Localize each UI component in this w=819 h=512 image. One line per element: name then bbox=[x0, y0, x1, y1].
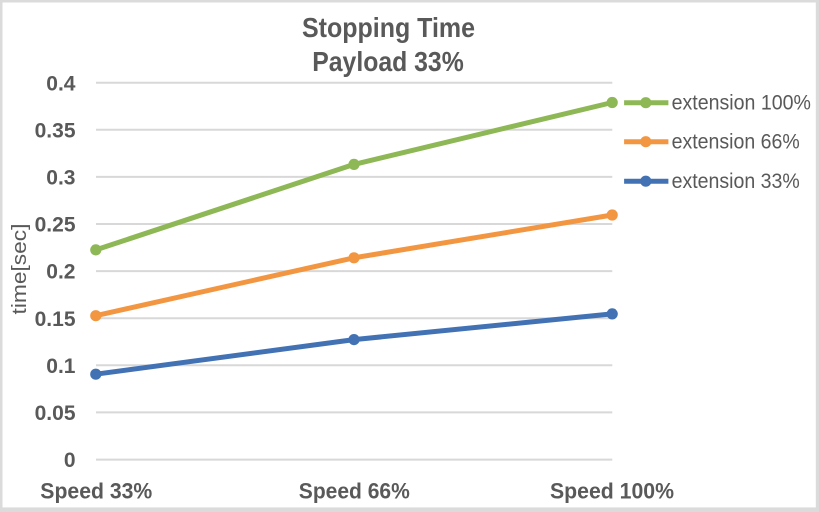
svg-text:0.1: 0.1 bbox=[46, 355, 76, 378]
svg-text:0.2: 0.2 bbox=[46, 261, 75, 284]
svg-text:0: 0 bbox=[64, 449, 76, 472]
svg-text:0.4: 0.4 bbox=[46, 72, 76, 95]
svg-text:0.35: 0.35 bbox=[35, 119, 76, 142]
svg-text:time[sec]: time[sec] bbox=[9, 224, 31, 315]
svg-text:0.3: 0.3 bbox=[46, 167, 75, 190]
svg-text:Payload 33%: Payload 33% bbox=[312, 46, 464, 77]
svg-text:extension 66%: extension 66% bbox=[672, 131, 800, 154]
svg-text:Speed 66%: Speed 66% bbox=[299, 478, 410, 503]
svg-text:Stopping Time: Stopping Time bbox=[302, 12, 475, 43]
svg-text:0.05: 0.05 bbox=[35, 402, 76, 425]
svg-text:extension 33%: extension 33% bbox=[672, 170, 800, 193]
svg-text:Speed 100%: Speed 100% bbox=[550, 478, 674, 503]
svg-text:0.25: 0.25 bbox=[35, 214, 76, 237]
svg-text:extension 100%: extension 100% bbox=[672, 92, 811, 115]
svg-text:0.15: 0.15 bbox=[35, 308, 76, 331]
svg-text:Speed 33%: Speed 33% bbox=[40, 478, 152, 503]
